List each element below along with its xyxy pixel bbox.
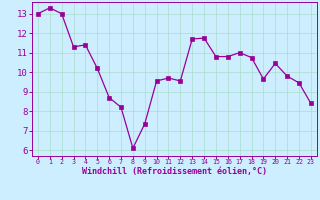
X-axis label: Windchill (Refroidissement éolien,°C): Windchill (Refroidissement éolien,°C) bbox=[82, 167, 267, 176]
